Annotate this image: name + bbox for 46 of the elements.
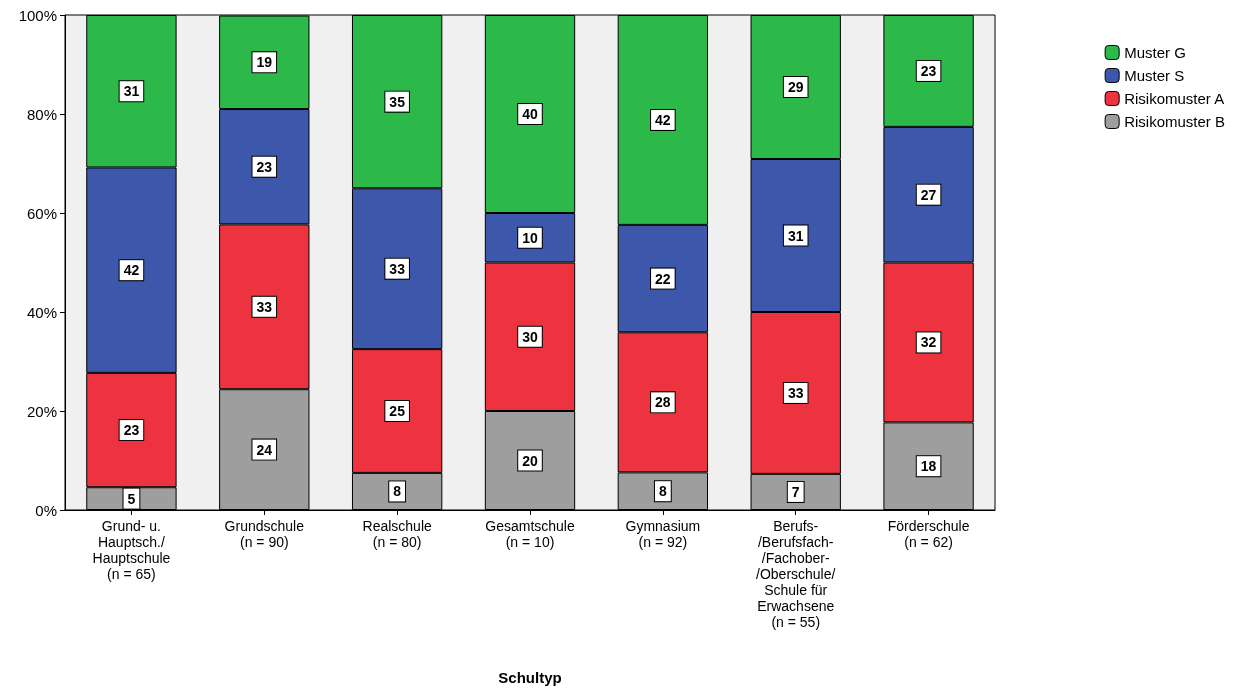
data-label: 35 xyxy=(389,93,406,110)
data-label: 20 xyxy=(522,452,538,469)
data-label: 28 xyxy=(655,394,671,411)
x-axis-title: Schultyp xyxy=(498,669,562,686)
data-label: 23 xyxy=(123,422,140,439)
data-label: 8 xyxy=(658,483,667,500)
data-label: 7 xyxy=(791,483,800,500)
data-label: 10 xyxy=(522,229,538,246)
x-tick-label: Realschule (n = 80) xyxy=(362,518,432,550)
x-tick-label: Berufs- /Berufsfach- /Fachober- /Oberschule/ Schule für Erwachsene (n = 55) xyxy=(756,518,836,630)
x-tick-label: Grund- u. Hauptsch./ Hauptschule (n = 65) xyxy=(92,518,171,582)
data-label: 18 xyxy=(920,458,937,475)
data-label: 24 xyxy=(256,441,273,458)
data-label: 42 xyxy=(123,262,140,279)
data-label: 27 xyxy=(920,186,937,203)
y-tick-label: 0% xyxy=(35,501,57,519)
y-tick-label: 80% xyxy=(26,105,57,123)
data-label: 19 xyxy=(256,54,273,71)
legend-label: Risikomuster B xyxy=(1124,113,1225,130)
data-label: 33 xyxy=(787,384,804,401)
data-label: 42 xyxy=(655,111,671,128)
y-tick-label: 20% xyxy=(26,402,57,420)
data-label: 23 xyxy=(920,62,937,79)
x-tick-label: Gymnasium (n = 92) xyxy=(625,518,701,550)
data-label: 40 xyxy=(522,106,538,122)
y-tick-label: 60% xyxy=(26,204,57,222)
legend-label: Muster S xyxy=(1124,67,1185,84)
data-label: 25 xyxy=(389,403,406,419)
data-label: 31 xyxy=(123,83,140,100)
data-label: 23 xyxy=(256,158,273,175)
data-label: 30 xyxy=(522,328,538,345)
legend-label: Risikomuster A xyxy=(1124,90,1225,107)
data-label: 29 xyxy=(787,79,804,96)
data-label: 5 xyxy=(127,490,136,507)
x-tick-label: Gesamtschule (n = 10) xyxy=(485,518,575,550)
data-label: 8 xyxy=(393,483,402,500)
x-tick-label: Förderschule (n = 62) xyxy=(887,518,970,550)
x-tick-label: Grundschule (n = 90) xyxy=(224,518,305,550)
y-tick-label: 40% xyxy=(26,303,57,321)
data-label: 22 xyxy=(655,270,671,287)
data-label: 33 xyxy=(389,260,406,277)
y-tick-label: 100% xyxy=(18,6,57,24)
data-label: 31 xyxy=(787,227,804,244)
data-label: 33 xyxy=(256,298,273,315)
legend-label: Muster G xyxy=(1124,44,1186,61)
data-label: 32 xyxy=(920,334,937,351)
